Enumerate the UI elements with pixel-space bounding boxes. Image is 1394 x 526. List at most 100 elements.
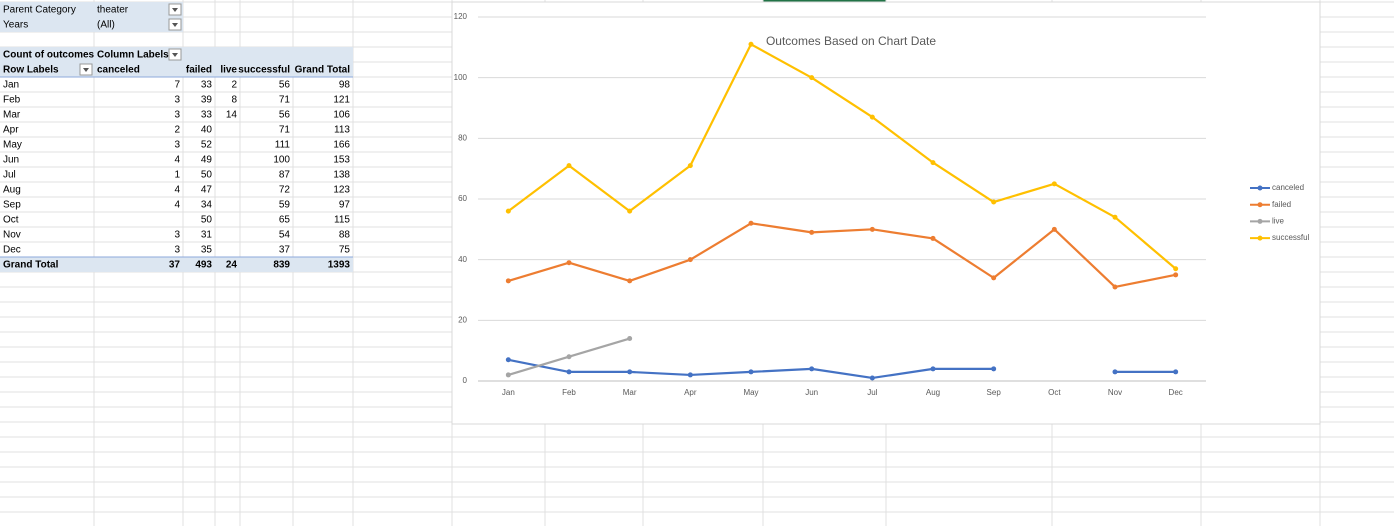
cell-text: successful bbox=[238, 65, 290, 76]
data-point bbox=[1051, 181, 1057, 187]
chart-area bbox=[451, 1, 1321, 425]
data-point bbox=[809, 229, 815, 235]
cell-text: Jun bbox=[3, 155, 19, 166]
cell-text: 71 bbox=[279, 95, 291, 106]
legend-label: live bbox=[1272, 217, 1285, 226]
cell-text: Dec bbox=[3, 245, 21, 256]
cell-text: 7 bbox=[174, 80, 180, 91]
cell-text: 49 bbox=[201, 155, 213, 166]
data-point bbox=[991, 366, 997, 372]
cell-text: 59 bbox=[279, 200, 291, 211]
cell-text: 33 bbox=[201, 110, 213, 121]
x-tick-label: Apr bbox=[684, 388, 697, 397]
cell-text: 50 bbox=[201, 170, 213, 181]
cell-text: 106 bbox=[333, 110, 350, 121]
legend-marker bbox=[1257, 235, 1263, 241]
cell-text: 1393 bbox=[328, 260, 351, 271]
x-tick-label: Sep bbox=[987, 388, 1002, 397]
cell-text: 138 bbox=[333, 170, 350, 181]
cell-text: 40 bbox=[201, 125, 213, 136]
filter-bg bbox=[0, 2, 183, 32]
cell-text: 4 bbox=[174, 185, 180, 196]
cell-text: 54 bbox=[279, 230, 291, 241]
cell-text: 115 bbox=[334, 215, 350, 226]
cell-text: 8 bbox=[231, 95, 237, 106]
x-tick-label: Jan bbox=[502, 388, 515, 397]
y-tick-label: 80 bbox=[458, 133, 467, 142]
cell-text: Jul bbox=[3, 170, 16, 181]
cell-text: 3 bbox=[174, 140, 180, 151]
data-point bbox=[869, 226, 875, 232]
data-point bbox=[809, 366, 815, 372]
data-point bbox=[991, 275, 997, 281]
cell-text: live bbox=[220, 65, 237, 76]
data-point bbox=[627, 336, 633, 342]
data-point bbox=[748, 41, 754, 47]
cell-text: Count of outcomes bbox=[3, 50, 95, 61]
data-point bbox=[627, 278, 633, 284]
cell-text: Years bbox=[3, 20, 28, 31]
cell-text: 50 bbox=[201, 215, 213, 226]
data-point bbox=[505, 208, 511, 214]
cell-text: 56 bbox=[279, 80, 291, 91]
cell-text: Grand Total bbox=[3, 260, 59, 271]
cell-text: Column Labels bbox=[97, 50, 169, 61]
data-point bbox=[748, 369, 754, 375]
dropdown-arrow bbox=[172, 53, 178, 57]
total-bg bbox=[0, 257, 353, 272]
data-point bbox=[930, 235, 936, 241]
cell-text: 14 bbox=[226, 110, 238, 121]
y-tick-label: 20 bbox=[458, 315, 467, 324]
cell-text: 4 bbox=[174, 155, 180, 166]
data-point bbox=[930, 160, 936, 166]
x-tick-label: Oct bbox=[1048, 388, 1061, 397]
data-point bbox=[809, 75, 815, 81]
cell-text: Oct bbox=[3, 215, 19, 226]
data-point bbox=[566, 163, 572, 169]
data-point bbox=[627, 208, 633, 214]
legend-marker bbox=[1257, 218, 1263, 224]
legend-label: failed bbox=[1272, 200, 1291, 209]
x-tick-label: Jul bbox=[867, 388, 877, 397]
cell-text: 33 bbox=[201, 80, 213, 91]
cell-text: 1 bbox=[174, 170, 180, 181]
cell-text: 839 bbox=[273, 260, 290, 271]
data-point bbox=[1051, 226, 1057, 232]
cell-text: canceled bbox=[97, 65, 140, 76]
cell-text: 3 bbox=[174, 230, 180, 241]
column-highlight bbox=[763, 0, 886, 2]
data-point bbox=[627, 369, 633, 375]
cell-text: 34 bbox=[201, 200, 213, 211]
cell-text: 65 bbox=[279, 215, 291, 226]
cell-text: 37 bbox=[169, 260, 181, 271]
cell-text: 3 bbox=[174, 245, 180, 256]
data-point bbox=[687, 163, 693, 169]
data-point bbox=[687, 257, 693, 263]
data-point bbox=[1112, 369, 1118, 375]
legend-marker bbox=[1257, 202, 1263, 208]
cell-text: 4 bbox=[174, 200, 180, 211]
cell-text: 493 bbox=[195, 260, 212, 271]
cell-text: 2 bbox=[231, 80, 237, 91]
cell-text: 39 bbox=[201, 95, 213, 106]
data-point bbox=[566, 260, 572, 266]
x-tick-label: Nov bbox=[1108, 388, 1122, 397]
cell-text: 52 bbox=[201, 140, 213, 151]
series-line bbox=[507, 43, 1177, 270]
cell-text: 166 bbox=[333, 140, 350, 151]
cell-text: 123 bbox=[333, 185, 350, 196]
cell-text: Jan bbox=[3, 80, 19, 91]
cell-text: 24 bbox=[226, 260, 238, 271]
legend-label: canceled bbox=[1272, 183, 1304, 192]
cell-text: 153 bbox=[333, 155, 350, 166]
cell-text: 87 bbox=[279, 170, 291, 181]
cell-text: 72 bbox=[279, 185, 291, 196]
data-point bbox=[869, 375, 875, 381]
data-point bbox=[505, 357, 511, 363]
x-tick-label: Aug bbox=[926, 388, 940, 397]
cell-text: 98 bbox=[339, 80, 351, 91]
cell-text: Sep bbox=[3, 200, 21, 211]
data-point bbox=[505, 278, 511, 284]
x-tick-label: May bbox=[743, 388, 758, 397]
